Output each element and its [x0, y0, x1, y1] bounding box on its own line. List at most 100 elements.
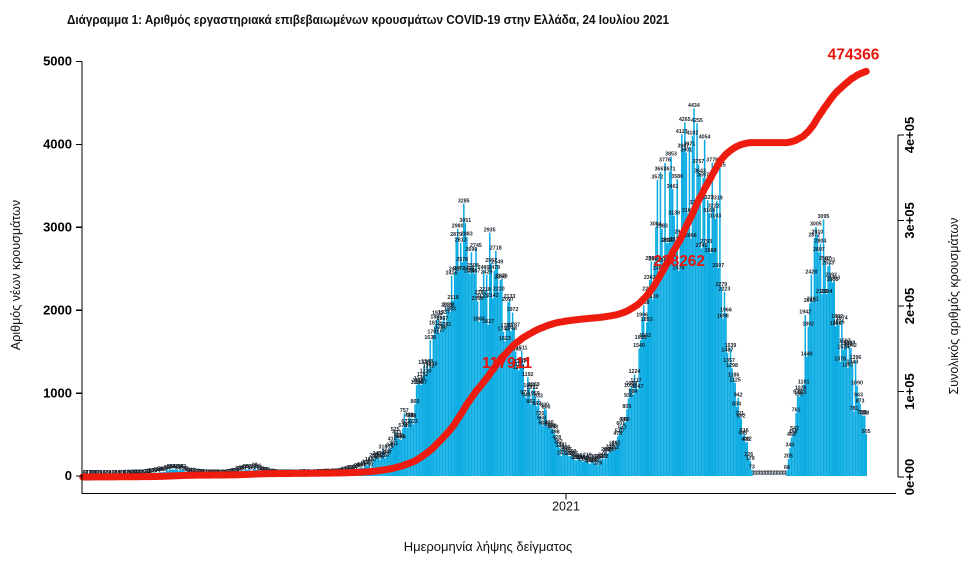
svg-text:4102: 4102	[686, 131, 698, 137]
svg-text:1542: 1542	[845, 343, 857, 349]
svg-text:2223: 2223	[719, 286, 731, 292]
svg-text:247: 247	[383, 450, 392, 456]
svg-text:1440: 1440	[801, 351, 813, 357]
svg-text:2142: 2142	[487, 293, 499, 299]
svg-text:2983: 2983	[656, 223, 668, 229]
svg-text:2793: 2793	[700, 239, 712, 245]
svg-text:1638: 1638	[424, 335, 436, 341]
svg-text:4255: 4255	[691, 118, 703, 124]
svg-text:4e+05: 4e+05	[902, 117, 917, 154]
svg-text:1e+05: 1e+05	[902, 373, 917, 410]
svg-text:4054: 4054	[699, 135, 711, 141]
svg-text:761: 761	[792, 408, 801, 414]
svg-text:547: 547	[618, 425, 627, 431]
svg-text:2813: 2813	[455, 238, 467, 244]
svg-text:126: 126	[593, 460, 602, 466]
svg-text:1787: 1787	[508, 323, 520, 329]
svg-text:1396: 1396	[850, 355, 862, 361]
svg-text:3901: 3901	[680, 147, 692, 153]
svg-text:805: 805	[622, 404, 631, 410]
svg-text:1539: 1539	[725, 343, 737, 349]
svg-text:1101: 1101	[798, 379, 810, 385]
svg-text:2507: 2507	[712, 263, 724, 269]
svg-text:623: 623	[409, 419, 418, 425]
svg-text:3776: 3776	[659, 158, 671, 164]
svg-text:5000: 5000	[43, 54, 72, 69]
svg-text:2194: 2194	[821, 289, 833, 295]
svg-text:2688: 2688	[705, 248, 717, 254]
svg-text:4000: 4000	[43, 137, 72, 152]
svg-text:865: 865	[411, 399, 420, 405]
svg-text:3000: 3000	[43, 220, 72, 235]
svg-text:2571: 2571	[824, 258, 836, 264]
svg-text:434: 434	[397, 435, 406, 441]
svg-text:3051: 3051	[459, 218, 471, 224]
svg-text:650: 650	[621, 417, 630, 423]
svg-text:3580: 3580	[671, 174, 683, 180]
svg-text:3e+05: 3e+05	[902, 202, 917, 239]
svg-text:0: 0	[65, 468, 72, 483]
svg-text:3671: 3671	[664, 166, 676, 172]
svg-text:238262: 238262	[653, 253, 705, 270]
svg-text:1853: 1853	[641, 317, 653, 323]
svg-text:202: 202	[600, 454, 609, 460]
svg-text:3572: 3572	[651, 175, 663, 181]
svg-text:2549: 2549	[491, 259, 503, 265]
svg-text:2021: 2021	[552, 500, 580, 514]
svg-text:117911: 117911	[482, 355, 532, 372]
svg-text:1898: 1898	[717, 313, 729, 319]
svg-text:2220: 2220	[493, 287, 505, 293]
svg-text:728: 728	[860, 410, 869, 416]
svg-text:474366: 474366	[828, 46, 880, 63]
svg-text:362: 362	[612, 441, 621, 447]
svg-text:0e+00: 0e+00	[902, 459, 917, 496]
svg-text:1090: 1090	[851, 380, 863, 386]
svg-text:1192: 1192	[522, 372, 534, 378]
svg-text:2866: 2866	[685, 233, 697, 239]
svg-text:3222: 3222	[708, 204, 720, 210]
svg-text:1000: 1000	[43, 385, 72, 400]
svg-text:2428: 2428	[805, 269, 817, 275]
svg-text:1298: 1298	[726, 363, 738, 369]
svg-text:1125: 1125	[729, 377, 741, 383]
svg-text:3319: 3319	[711, 196, 723, 202]
svg-text:692: 692	[737, 413, 746, 419]
svg-text:1791: 1791	[440, 322, 452, 328]
svg-text:2376: 2376	[496, 274, 508, 280]
svg-text:1097: 1097	[415, 380, 427, 386]
svg-text:3461: 3461	[667, 184, 679, 190]
svg-text:3853: 3853	[665, 151, 677, 157]
svg-text:Αριθμός νέων κρουσμάτων: Αριθμός νέων κρουσμάτων	[9, 200, 23, 350]
svg-text:834: 834	[732, 402, 741, 408]
svg-text:1511: 1511	[516, 345, 528, 351]
svg-text:2718: 2718	[490, 245, 502, 251]
svg-text:2353: 2353	[828, 276, 840, 282]
svg-text:3285: 3285	[458, 198, 470, 204]
svg-text:1966: 1966	[720, 308, 732, 314]
svg-text:68: 68	[784, 465, 790, 471]
svg-text:973: 973	[798, 390, 807, 396]
svg-text:2883: 2883	[461, 232, 473, 238]
svg-text:1983: 1983	[444, 306, 456, 312]
svg-text:1662: 1662	[639, 333, 651, 339]
svg-text:2118: 2118	[447, 295, 459, 301]
svg-text:505: 505	[862, 429, 871, 435]
svg-text:4434: 4434	[688, 103, 700, 109]
svg-text:Συνολικός αριθμός κρουσμάτων: Συνολικός αριθμός κρουσμάτων	[947, 218, 961, 395]
svg-text:3103: 3103	[709, 213, 721, 219]
svg-text:942: 942	[734, 393, 743, 399]
svg-text:2910: 2910	[811, 229, 823, 235]
svg-text:2e+05: 2e+05	[902, 288, 917, 325]
svg-text:2133: 2133	[504, 294, 516, 300]
svg-text:340: 340	[786, 443, 795, 449]
svg-text:2000: 2000	[43, 302, 72, 317]
svg-text:1802: 1802	[802, 321, 814, 327]
svg-text:1623: 1623	[499, 336, 511, 342]
svg-text:3005: 3005	[810, 222, 822, 228]
svg-text:933: 933	[534, 393, 543, 399]
svg-text:1874: 1874	[836, 315, 848, 321]
svg-text:2218: 2218	[479, 287, 491, 293]
svg-text:2101: 2101	[807, 297, 819, 303]
svg-text:3971: 3971	[683, 142, 695, 148]
svg-text:1230: 1230	[420, 369, 432, 375]
